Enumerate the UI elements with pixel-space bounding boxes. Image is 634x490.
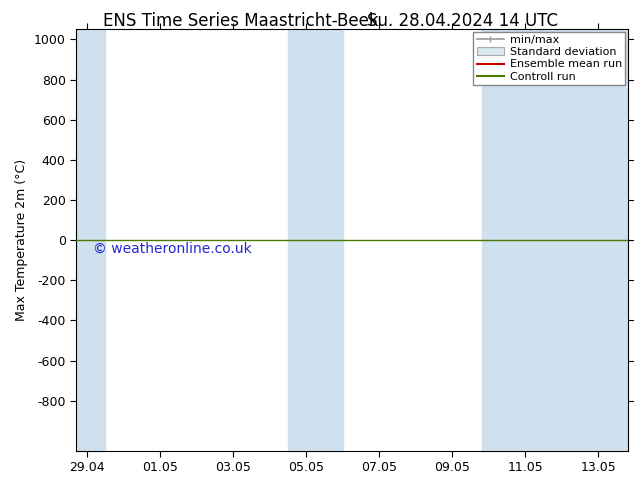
Y-axis label: Max Temperature 2m (°C): Max Temperature 2m (°C) [15,159,29,321]
Text: ENS Time Series Maastricht-Beek: ENS Time Series Maastricht-Beek [103,12,378,30]
Legend: min/max, Standard deviation, Ensemble mean run, Controll run: min/max, Standard deviation, Ensemble me… [473,32,625,85]
Text: © weatheronline.co.uk: © weatheronline.co.uk [93,242,251,255]
Text: Su. 28.04.2024 14 UTC: Su. 28.04.2024 14 UTC [367,12,559,30]
Bar [482,29,628,451]
Bar [288,29,343,451]
Bar [76,29,105,451]
